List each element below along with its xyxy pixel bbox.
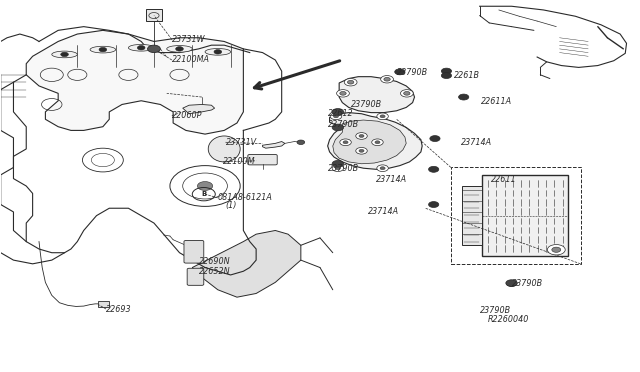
Circle shape [395,69,405,75]
Circle shape [332,165,344,171]
Circle shape [340,139,351,145]
Ellipse shape [90,46,116,53]
Ellipse shape [208,136,240,162]
Circle shape [332,160,344,167]
Polygon shape [328,113,422,169]
Circle shape [99,47,107,52]
Circle shape [332,109,344,115]
FancyBboxPatch shape [147,9,162,21]
Circle shape [359,135,364,137]
FancyBboxPatch shape [248,154,277,165]
Circle shape [175,46,183,51]
Circle shape [380,167,385,170]
Text: (1): (1) [225,201,237,210]
Text: 22100M: 22100M [223,157,255,166]
Circle shape [506,280,517,286]
Polygon shape [182,105,214,114]
Text: 22060P: 22060P [172,111,202,120]
Circle shape [442,68,452,74]
FancyBboxPatch shape [187,268,204,285]
Bar [463,186,481,245]
Circle shape [348,80,354,84]
Text: 23714A: 23714A [376,175,407,184]
Circle shape [404,92,410,95]
Circle shape [297,140,305,144]
Text: 22611: 22611 [491,175,516,184]
Text: 2261B: 2261B [454,71,480,80]
Text: 23790B: 23790B [328,164,360,173]
Circle shape [552,247,561,252]
Circle shape [506,280,516,286]
Text: 23790B: 23790B [511,279,543,288]
Ellipse shape [167,45,192,52]
Circle shape [375,141,380,144]
Text: 23731V: 23731V [225,138,257,147]
Circle shape [384,77,390,81]
Circle shape [380,115,385,118]
Circle shape [459,94,468,100]
Text: 22612: 22612 [328,109,354,118]
Circle shape [377,165,388,171]
FancyBboxPatch shape [184,240,204,263]
Circle shape [401,90,413,97]
Text: 22652N: 22652N [198,267,230,276]
Circle shape [333,115,339,118]
Circle shape [372,139,383,145]
Text: R2260040: R2260040 [487,315,529,324]
Circle shape [429,202,439,208]
Polygon shape [192,231,301,297]
Circle shape [343,141,348,144]
Text: 23714A: 23714A [368,207,399,216]
Circle shape [430,136,440,141]
Circle shape [356,133,367,139]
Polygon shape [339,77,415,113]
Circle shape [61,52,68,57]
Circle shape [330,113,342,120]
Ellipse shape [52,51,77,58]
Circle shape [332,124,344,131]
Ellipse shape [205,48,230,55]
Circle shape [381,76,394,83]
Polygon shape [26,31,243,134]
Circle shape [138,45,145,50]
Circle shape [359,149,364,152]
Circle shape [429,166,439,172]
Circle shape [337,90,349,97]
Circle shape [442,73,452,78]
Text: 23790B: 23790B [351,100,382,109]
Bar [481,175,568,256]
Circle shape [547,244,565,255]
Text: 22100MA: 22100MA [172,55,210,64]
Text: B: B [201,191,206,197]
Text: 22690N: 22690N [198,257,230,266]
Polygon shape [262,141,285,148]
Text: 23790B: 23790B [397,68,428,77]
Polygon shape [333,120,406,164]
Text: 23714A: 23714A [461,138,492,147]
Ellipse shape [129,44,154,51]
Circle shape [356,147,367,154]
Circle shape [197,182,212,190]
Text: 22611A: 22611A [481,97,512,106]
Text: 081A8-6121A: 081A8-6121A [218,193,273,202]
Text: 23790B: 23790B [479,306,511,315]
Text: 23731W: 23731W [172,35,205,44]
Circle shape [340,92,346,95]
Circle shape [377,113,388,120]
Circle shape [335,167,340,170]
Circle shape [214,49,221,54]
Text: 22693: 22693 [106,305,132,314]
Bar [98,301,109,307]
Circle shape [148,45,161,52]
Text: 23790B: 23790B [328,121,360,129]
Circle shape [344,78,357,86]
